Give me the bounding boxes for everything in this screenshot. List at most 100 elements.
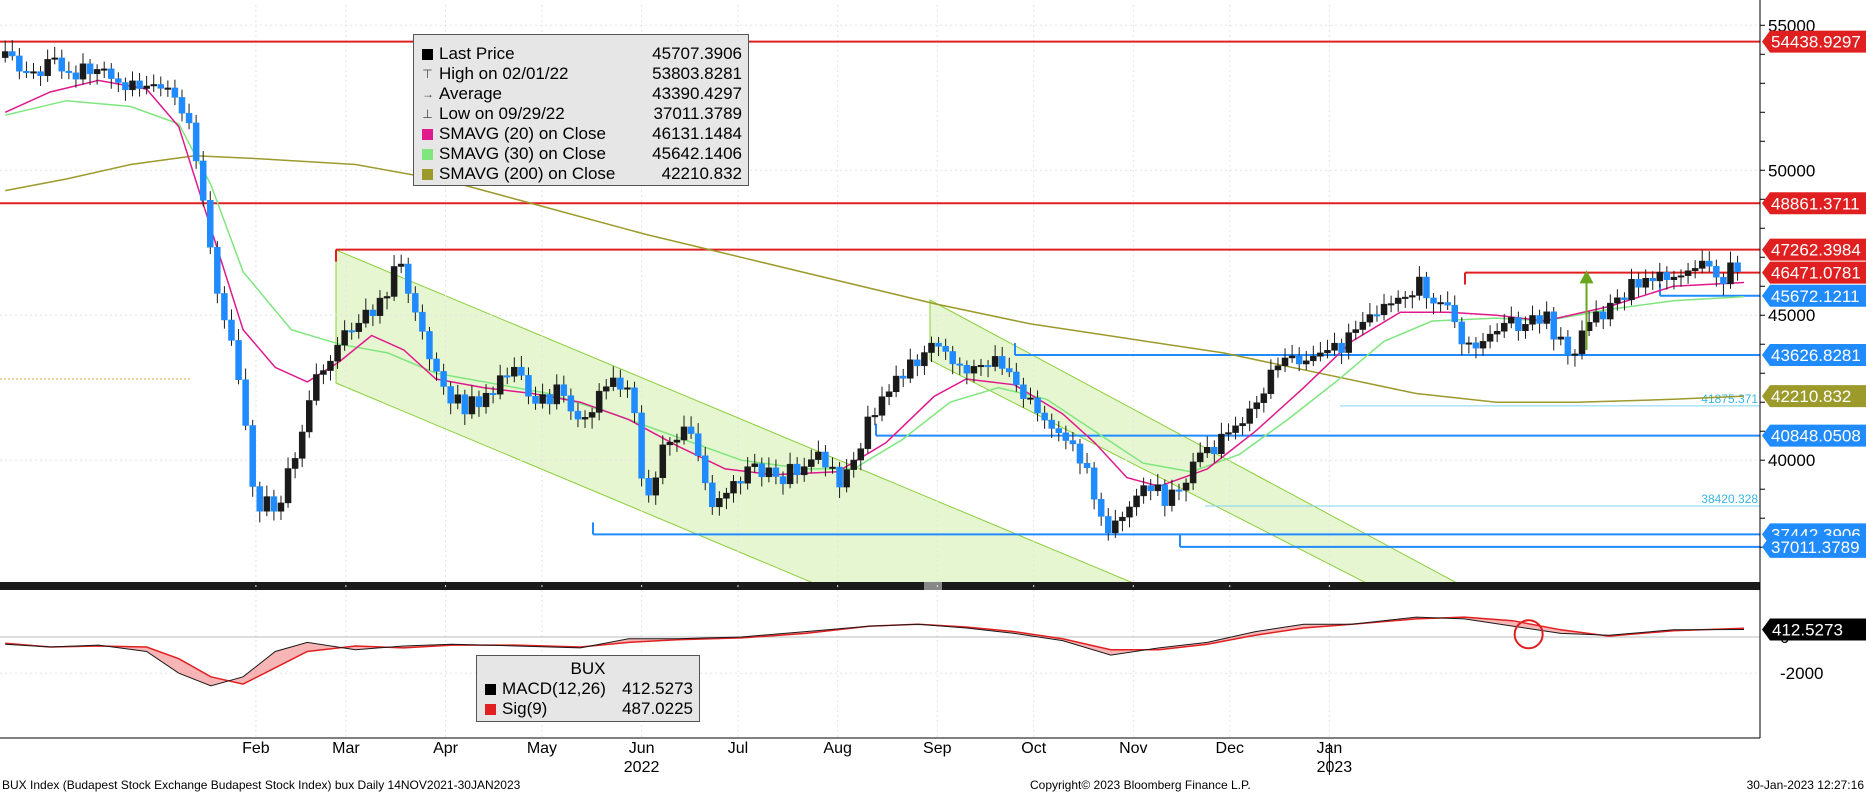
candle-body [1083,463,1091,469]
candle-body [546,394,553,405]
candle-body [1295,355,1303,365]
month-tick-label: Feb [242,740,270,757]
candle-body [228,319,235,341]
candle-body [362,309,370,324]
candle-body [1416,276,1423,296]
candle-body [1154,484,1162,492]
candle-body [1727,262,1734,285]
candle-body [1204,446,1211,454]
month-tick-label: May [527,740,557,757]
month-tick-label: Jun [629,740,655,757]
price-label-box [1762,424,1866,447]
candle-body [369,309,377,316]
candle-body [1310,356,1317,362]
candle-body [1034,397,1041,414]
macd-legend-row: Sig(9) 487.0225 [477,699,699,719]
candle-body [468,396,476,415]
candle-body [249,425,256,487]
candle-body [1175,489,1183,492]
candle-body [963,365,971,374]
candle-body [991,356,999,367]
candle-body [72,72,80,80]
candle-body [1196,452,1204,463]
candle-body [327,360,334,371]
candle-body [984,365,992,368]
legend-swatch [422,128,433,140]
month-tick-label: Jul [728,740,748,757]
candle-body [1324,350,1331,354]
candle-body [949,351,956,365]
candle-body [1529,315,1536,325]
candle-body [1055,428,1063,434]
candle-body [65,70,73,74]
candle-body [1027,397,1034,400]
sma-line [5,99,1745,473]
legend-label: Average [439,84,503,103]
candle-body [1069,440,1077,445]
candle-body [185,112,193,124]
candle-body [192,122,200,162]
legend-swatch [485,683,496,695]
candle-body [1578,330,1586,355]
candle-body [511,366,518,377]
axes: Feb Mar Apr May Jun Jul Aug Sep Oct Nov Dec Jan2022… [242,0,1823,776]
candle-body [786,463,794,485]
candle-body [652,477,659,496]
candle-body [829,466,836,469]
candle-body [100,68,108,71]
legend-row: SMAVG (200) on Close 42210.832 [414,164,748,184]
candle-body [1352,329,1359,333]
candle-body [1706,260,1713,267]
candle-body [1020,384,1027,399]
candle-body [1366,314,1374,323]
legend-value: 43390.4297 [652,84,742,103]
candle-body [1592,311,1600,323]
right-axis-labels: 54438.9297 48861.3711 47262.3984 46471.0781… [1762,30,1866,641]
candle-body [588,412,596,418]
candle-body [921,352,928,367]
candle-body [1401,296,1409,299]
candle-body [1458,321,1466,345]
candle-body [1,51,9,58]
candle-body [23,70,30,73]
candle-body [9,51,16,57]
price-label-box [1762,238,1866,261]
candle-body [779,476,787,485]
candle-body [235,340,242,380]
candle-body [666,442,674,446]
candle-body [256,486,264,512]
candle-body [822,451,829,468]
channel-shading [335,249,1457,582]
candle-body [1635,279,1642,288]
candle-body [1274,365,1282,371]
candle-body [1423,276,1430,299]
candle-body [1076,443,1084,464]
horizontal-levels: 41875.371 38420.328 [0,40,1760,548]
candle-body [998,356,1006,369]
candle-body [1536,315,1543,324]
candle-body [199,160,207,201]
legend-row: ⊤ High on 02/01/22 53803.8281 [414,64,748,84]
candle-body [1112,520,1119,534]
macd-line [5,616,1745,687]
inline-level-label: 41875.371 [1701,392,1758,406]
candle-body [525,375,532,397]
candle-body [673,439,681,443]
candle-body [433,358,440,372]
candle-body [1465,342,1473,345]
panel-divider [0,582,1760,590]
candle-body [1677,275,1685,278]
candle-body [157,84,165,89]
candle-body [518,366,525,376]
candle-body [758,463,766,478]
candle-body [1013,371,1020,386]
month-tick-label: Sep [923,740,952,757]
price-label-box [1762,385,1866,408]
price-label-text: 37011.3789 [1771,538,1860,557]
candle-body [16,55,23,72]
candle-body [405,263,412,294]
legend-value: 42210.832 [661,164,742,183]
candle-body [136,80,143,89]
price-label-text: 40848.0508 [1771,427,1861,446]
